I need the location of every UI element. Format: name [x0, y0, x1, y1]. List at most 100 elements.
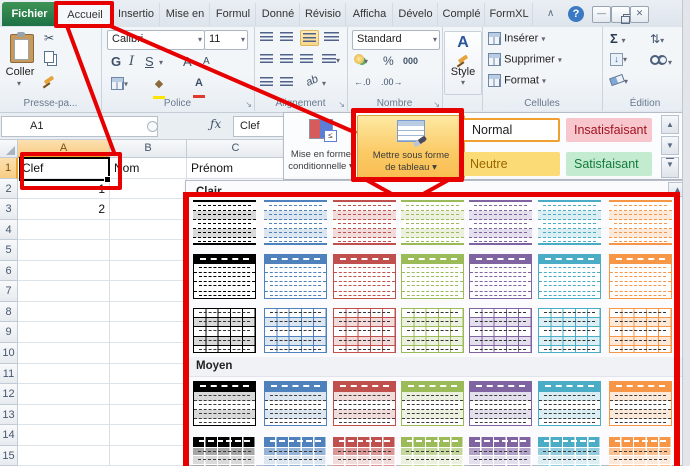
tab-formul[interactable]: Formul — [211, 3, 256, 26]
tab-complé[interactable]: Complé — [439, 3, 485, 26]
cell-A1[interactable]: Clef — [22, 161, 44, 175]
table-style-light-header-cyan[interactable] — [538, 254, 601, 299]
table-style-light-grid-black[interactable] — [193, 308, 256, 353]
tab-fichier[interactable]: Fichier — [2, 2, 57, 26]
row-header-2[interactable]: 2 — [0, 179, 18, 199]
underline-dropdown-icon[interactable]: ▾ — [159, 58, 164, 67]
table-style-medium-header-cyan[interactable] — [538, 381, 601, 426]
table-style-medium-cells-purple[interactable] — [469, 437, 532, 466]
tab-insertio[interactable]: Insertio — [113, 3, 160, 26]
table-style-medium-cells-blue[interactable] — [264, 437, 327, 466]
row-header-6[interactable]: 6 — [0, 261, 18, 281]
merge-center-icon[interactable]: ▾ — [322, 54, 340, 66]
find-select-icon[interactable]: ▾ — [650, 55, 672, 68]
table-style-medium-cells-red[interactable] — [333, 437, 396, 466]
conditional-formatting-button[interactable]: ≤ Mise en forme conditionnelle ▾ — [286, 115, 356, 179]
table-style-medium-header-red[interactable] — [333, 381, 396, 426]
table-style-light-header-blue[interactable] — [264, 254, 327, 299]
cell-style-insatisfaisant[interactable]: Insatisfaisant — [566, 118, 652, 142]
cell-style-neutre[interactable]: Neutre — [462, 152, 560, 176]
tab-révisio[interactable]: Révisio — [301, 3, 346, 26]
collapse-ribbon-icon[interactable]: ∧ — [547, 8, 555, 19]
borders-icon[interactable]: ▾ — [111, 77, 128, 90]
paste-button[interactable]: Coller ▾ — [3, 29, 37, 93]
table-style-light-grid-red[interactable] — [333, 308, 396, 353]
wrap-text-icon[interactable] — [324, 32, 339, 44]
row-header-5[interactable]: 5 — [0, 240, 18, 261]
style-button[interactable]: A Style ▾ — [444, 31, 482, 95]
table-style-light-grid-orange[interactable] — [609, 308, 672, 353]
row-header-1[interactable]: 1 — [0, 158, 18, 179]
row-header-14[interactable]: 14 — [0, 425, 18, 446]
font-color-icon[interactable]: A — [193, 77, 205, 101]
tab-mise en[interactable]: Mise en — [161, 3, 210, 26]
format-as-table-button[interactable]: Mettre sous forme de tableau ▾ — [357, 115, 465, 179]
copy-icon[interactable] — [44, 51, 54, 66]
dialog-launcher-icon[interactable]: ↘ — [433, 100, 440, 109]
cell-style-normal[interactable]: Normal — [462, 118, 560, 142]
increase-decimal-icon[interactable]: ←.0 — [354, 77, 371, 87]
cell-B1[interactable]: Nom — [114, 161, 140, 175]
select-all-corner[interactable] — [0, 140, 18, 158]
table-style-medium-header-purple[interactable] — [469, 381, 532, 426]
close-icon[interactable]: ✕ — [630, 6, 649, 23]
table-style-light-header-black[interactable] — [193, 254, 256, 299]
row-header-3[interactable]: 3 — [0, 199, 18, 220]
table-style-light-header-green[interactable] — [401, 254, 464, 299]
align-middle-icon[interactable] — [280, 32, 293, 44]
increase-indent-icon[interactable] — [280, 77, 293, 89]
align-center-icon[interactable] — [280, 54, 293, 66]
row-header-7[interactable]: 7 — [0, 281, 18, 302]
table-style-light-header-purple[interactable] — [469, 254, 532, 299]
row-header-8[interactable]: 8 — [0, 302, 18, 322]
table-style-light-grid-blue[interactable] — [264, 308, 327, 353]
clear-icon[interactable]: ▾ — [609, 73, 628, 87]
fill-color-icon[interactable]: ◆ — [153, 77, 165, 102]
row-header-11[interactable]: 11 — [0, 364, 18, 384]
decrease-decimal-icon[interactable]: .00→ — [381, 77, 403, 87]
dialog-launcher-icon[interactable]: ↘ — [338, 100, 345, 109]
table-style-light-lines-cyan[interactable] — [538, 200, 601, 245]
cells-format-button[interactable]: Format ▾ — [488, 74, 596, 87]
restore-icon[interactable] — [611, 6, 630, 24]
table-style-light-lines-black[interactable] — [193, 200, 256, 245]
orientation-dropdown-icon[interactable]: ▾ — [322, 79, 327, 88]
table-style-light-lines-purple[interactable] — [469, 200, 532, 245]
cells-insérer-button[interactable]: Insérer ▾ — [488, 32, 596, 45]
align-top-icon[interactable] — [260, 32, 273, 44]
table-style-medium-cells-green[interactable] — [401, 437, 464, 466]
table-style-light-grid-purple[interactable] — [469, 308, 532, 353]
row-header-9[interactable]: 9 — [0, 322, 18, 343]
name-box[interactable]: A1▾ — [1, 116, 158, 137]
align-left-icon[interactable] — [260, 54, 273, 66]
font-size-select[interactable]: 11 ▾ — [204, 30, 248, 50]
align-bottom-icon[interactable] — [300, 30, 319, 46]
cell-style-satisfaisant[interactable]: Satisfaisant — [566, 152, 652, 176]
thousands-icon[interactable]: 000 — [403, 56, 419, 66]
tab-donné[interactable]: Donné — [257, 3, 300, 26]
cell-C1[interactable]: Prénom — [191, 161, 234, 175]
table-style-light-header-red[interactable] — [333, 254, 396, 299]
decrease-indent-icon[interactable] — [260, 77, 273, 89]
table-style-light-lines-blue[interactable] — [264, 200, 327, 245]
row-header-13[interactable]: 13 — [0, 405, 18, 425]
cut-icon[interactable]: ✂ — [44, 31, 55, 45]
column-header-C[interactable]: C — [187, 140, 285, 158]
row-header-4[interactable]: 4 — [0, 220, 18, 240]
number-format-select[interactable]: Standard ▾ — [352, 30, 440, 50]
help-icon[interactable]: ? — [568, 6, 584, 22]
table-style-medium-header-green[interactable] — [401, 381, 464, 426]
table-style-light-lines-green[interactable] — [401, 200, 464, 245]
cell-styles-more-button[interactable]: ▼ — [661, 157, 679, 178]
table-style-medium-cells-orange[interactable] — [609, 437, 672, 466]
fill-handle[interactable] — [104, 176, 111, 183]
row-header-10[interactable]: 10 — [0, 343, 18, 364]
table-style-medium-header-black[interactable] — [193, 381, 256, 426]
currency-icon[interactable]: ▾ — [354, 54, 368, 67]
tab-afficha[interactable]: Afficha — [347, 3, 393, 26]
dialog-launcher-icon[interactable]: ↘ — [245, 100, 252, 109]
align-right-icon[interactable] — [300, 54, 313, 66]
table-style-light-lines-red[interactable] — [333, 200, 396, 245]
bold-button[interactable]: G — [111, 54, 122, 69]
orientation-icon[interactable]: ab — [304, 72, 321, 90]
